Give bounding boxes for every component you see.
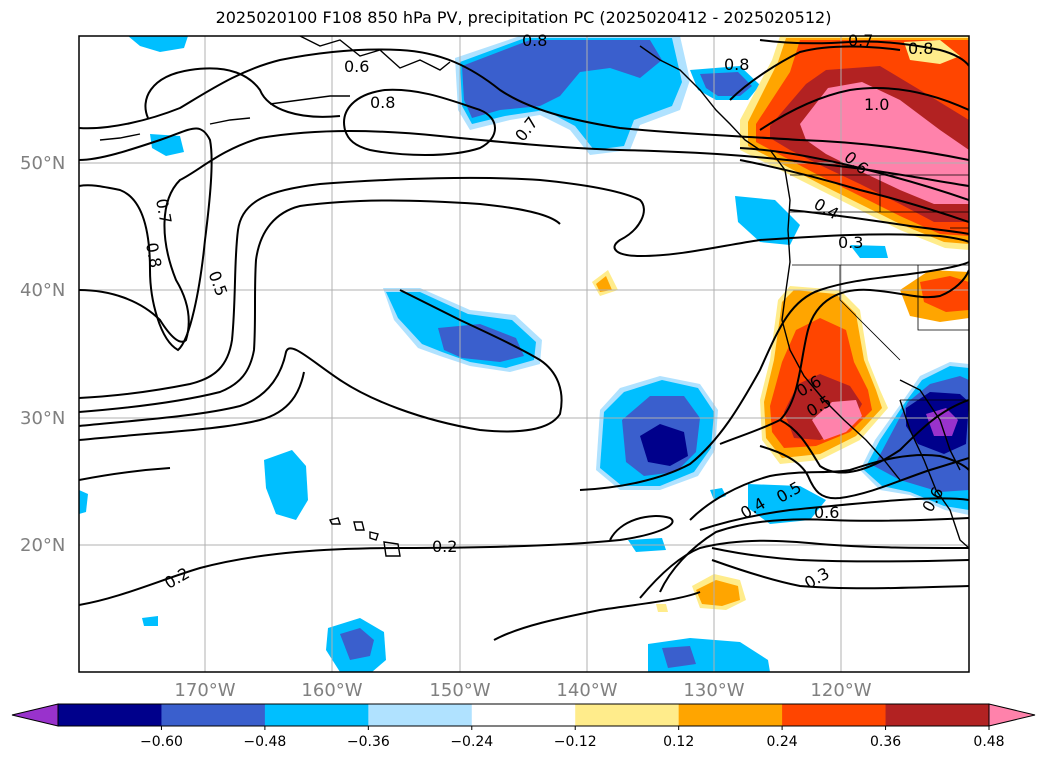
lon-label: 120°W — [810, 680, 871, 701]
colorbar-segment — [782, 704, 887, 726]
contour-label: 0.7 — [152, 197, 175, 225]
colorbar-tick-label: 0.12 — [663, 734, 694, 750]
contour-label: 0.2 — [432, 537, 457, 556]
lon-label: 160°W — [301, 680, 362, 701]
colorbar: −0.60 −0.48 −0.36 −0.24 −0.12 0.12 0.24 0.36 0.4… — [11, 703, 1036, 750]
lon-label: 170°W — [174, 680, 235, 701]
colorbar-segment — [575, 704, 680, 726]
pv-contours — [79, 39, 969, 641]
coast-baja — [899, 399, 969, 549]
map-frame — [78, 35, 970, 673]
contour-label: 1.0 — [864, 95, 889, 114]
coast-west-us — [769, 149, 901, 481]
colorbar-tick-label: 0.36 — [870, 734, 901, 750]
colorbar-segment — [264, 704, 369, 726]
lon-label: 130°W — [683, 680, 744, 701]
map-title: 2025020100 F108 850 hPa PV, precipitatio… — [215, 8, 832, 27]
colorbar-segment — [885, 704, 990, 726]
hawaii-islands — [328, 517, 401, 557]
colorbar-extend-low — [11, 703, 59, 727]
colorbar-tick-label: −0.24 — [450, 734, 493, 750]
colorbar-tick-label: −0.48 — [243, 734, 286, 750]
colorbar-frame — [57, 703, 990, 727]
colorbar-tick-label: −0.12 — [554, 734, 597, 750]
lat-label: 40°N — [20, 280, 65, 301]
lon-label: 140°W — [556, 680, 617, 701]
contour-label: 0.3 — [838, 233, 863, 252]
contour-label: 0.8 — [908, 39, 933, 58]
colorbar-segment — [471, 704, 576, 726]
lat-label: 30°N — [20, 408, 65, 429]
colorbar-tick-label: −0.60 — [140, 734, 183, 750]
colorbar-segment — [58, 704, 162, 726]
contour-label: 0.7 — [848, 31, 873, 50]
coastlines — [99, 36, 969, 557]
contour-label: 0.8 — [142, 241, 165, 269]
lat-lon-labels: 50°N 40°N 30°N 20°N 170°W 160°W 150°W 14… — [20, 153, 872, 701]
contour-label: 0.6 — [344, 57, 369, 76]
colorbar-extend-high — [988, 703, 1036, 727]
contour-label: 0.8 — [522, 31, 547, 50]
colorbar-segment — [678, 704, 783, 726]
lat-label: 20°N — [20, 535, 65, 556]
contour-label: 0.6 — [814, 503, 839, 522]
colorbar-tick-label: 0.24 — [767, 734, 798, 750]
contour-label: 0.8 — [370, 93, 395, 112]
lat-label: 50°N — [20, 153, 65, 174]
colorbar-segment — [368, 704, 473, 726]
coast-bc — [639, 45, 761, 151]
contour-0.8-north — [79, 48, 969, 161]
colorbar-segment — [161, 704, 266, 726]
coast-alaska — [299, 36, 451, 71]
lon-label: 150°W — [429, 680, 490, 701]
political-borders — [790, 174, 969, 401]
colorbar-tick-label: −0.36 — [347, 734, 390, 750]
contour-label: 0.8 — [724, 55, 749, 74]
colorbar-tick-label: 0.48 — [973, 734, 1004, 750]
